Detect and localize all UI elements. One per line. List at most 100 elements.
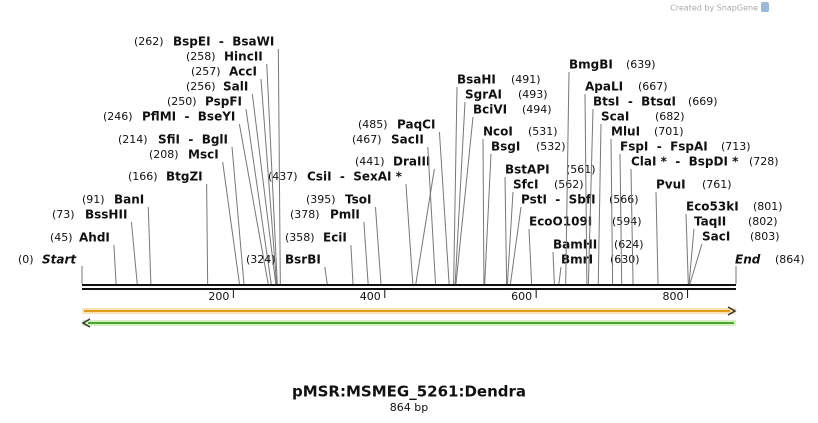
site-line	[113, 244, 117, 285]
site-name: Eco53kI	[686, 200, 739, 214]
site-name: PvuI	[656, 178, 686, 192]
site-position: (214)	[118, 133, 148, 146]
site-name: BtsI - BtsαI	[593, 95, 676, 109]
site-line	[552, 251, 555, 285]
site-name: SalI	[223, 80, 248, 94]
site-position: (441)	[355, 155, 385, 168]
arrow	[727, 306, 737, 316]
site-name: SgrAI	[465, 88, 502, 102]
site-line	[685, 213, 689, 285]
site-line	[689, 243, 703, 285]
site-name: BspEI - BsaWI	[173, 35, 274, 49]
site-name: AccI	[229, 65, 257, 79]
length: 864 bp	[390, 401, 428, 414]
site-position: (45)	[50, 231, 73, 244]
site-name: ApaLI	[585, 80, 623, 94]
site-position: (728)	[749, 155, 779, 168]
site-position: (624)	[614, 238, 644, 251]
start-label: Start	[42, 253, 77, 267]
site-line	[363, 221, 369, 285]
site-position: (208)	[149, 148, 179, 161]
site-name: SacI	[702, 230, 730, 244]
site-name: BtgZI	[166, 170, 203, 184]
site-name: SfiI - BglI	[158, 133, 228, 147]
site-position: (91)	[82, 193, 105, 206]
site-line	[405, 183, 414, 285]
site-position: (250)	[167, 95, 197, 108]
tick-label: 800	[663, 290, 684, 303]
site-line	[506, 191, 514, 285]
site-position: (531)	[528, 125, 558, 138]
site-name: TaqII	[694, 215, 726, 229]
site-line	[438, 131, 450, 285]
site-line	[482, 138, 485, 285]
site-line	[509, 206, 522, 285]
site-line	[528, 228, 533, 285]
site-name: PmlI	[330, 208, 360, 222]
site-line	[630, 168, 634, 285]
site-position: (713)	[721, 140, 751, 153]
site-position: (803)	[750, 230, 780, 243]
site-position: (258)	[186, 50, 216, 63]
site-position: (246)	[103, 110, 133, 123]
site-name: ScaI	[601, 110, 629, 124]
site-position: (667)	[638, 80, 668, 93]
site-line	[453, 86, 458, 285]
site-line	[231, 146, 245, 285]
site-position: (378)	[290, 208, 320, 221]
site-line	[688, 228, 695, 285]
end-label: End	[735, 253, 761, 267]
site-name: SacII	[391, 133, 424, 147]
site-line	[251, 93, 277, 285]
credit: Created by SnapGene	[670, 4, 758, 13]
site-name: DraIII	[393, 155, 430, 169]
site-line	[484, 153, 492, 285]
site-line	[130, 221, 138, 285]
site-line	[245, 108, 272, 285]
site-name: PflMI - BseYI	[142, 110, 235, 124]
site-position: (801)	[753, 200, 783, 213]
site-position: (630)	[610, 253, 640, 266]
site-position: (802)	[748, 215, 778, 228]
site-position: (437)	[268, 170, 298, 183]
site-position: (682)	[655, 110, 685, 123]
site-position: (491)	[511, 73, 541, 86]
site-line	[558, 266, 562, 285]
site-name: BssHII	[85, 208, 127, 222]
site-line	[454, 101, 466, 285]
site-line	[147, 206, 152, 285]
site-position: (562)	[554, 178, 584, 191]
site-name: EcoO109I	[529, 215, 592, 229]
site-position: (493)	[518, 88, 548, 101]
tick-label: 600	[511, 290, 532, 303]
site-line	[610, 138, 614, 285]
site-name: PspFI	[205, 95, 242, 109]
site-line	[222, 161, 240, 285]
site-position: (166)	[128, 170, 158, 183]
tick-label: 400	[360, 290, 381, 303]
site-name: BanI	[114, 193, 144, 207]
site-line	[455, 116, 474, 285]
site-position: (494)	[522, 103, 552, 116]
site-name: BamHI	[553, 238, 597, 252]
site-name: AhdI	[79, 231, 110, 245]
site-position: (256)	[186, 80, 216, 93]
arrow	[81, 318, 91, 328]
site-position: (467)	[352, 133, 382, 146]
site-name: PstI - SbfI	[521, 193, 596, 207]
site-name: BstAPI	[505, 163, 550, 177]
site-name: BmgBI	[569, 58, 613, 72]
site-line	[206, 183, 209, 285]
title: pMSR:MSMEG_5261:Dendra	[292, 383, 526, 401]
site-position: (257)	[191, 65, 221, 78]
site-position: (761)	[702, 178, 732, 191]
site-position: (485)	[358, 118, 388, 131]
site-name: BsaHI	[457, 73, 496, 87]
site-name: HincII	[224, 50, 263, 64]
site-position: (639)	[626, 58, 656, 71]
site-name: MscI	[188, 148, 219, 162]
site-line	[565, 71, 570, 285]
site-name: EciI	[323, 231, 347, 245]
site-line	[427, 146, 436, 285]
